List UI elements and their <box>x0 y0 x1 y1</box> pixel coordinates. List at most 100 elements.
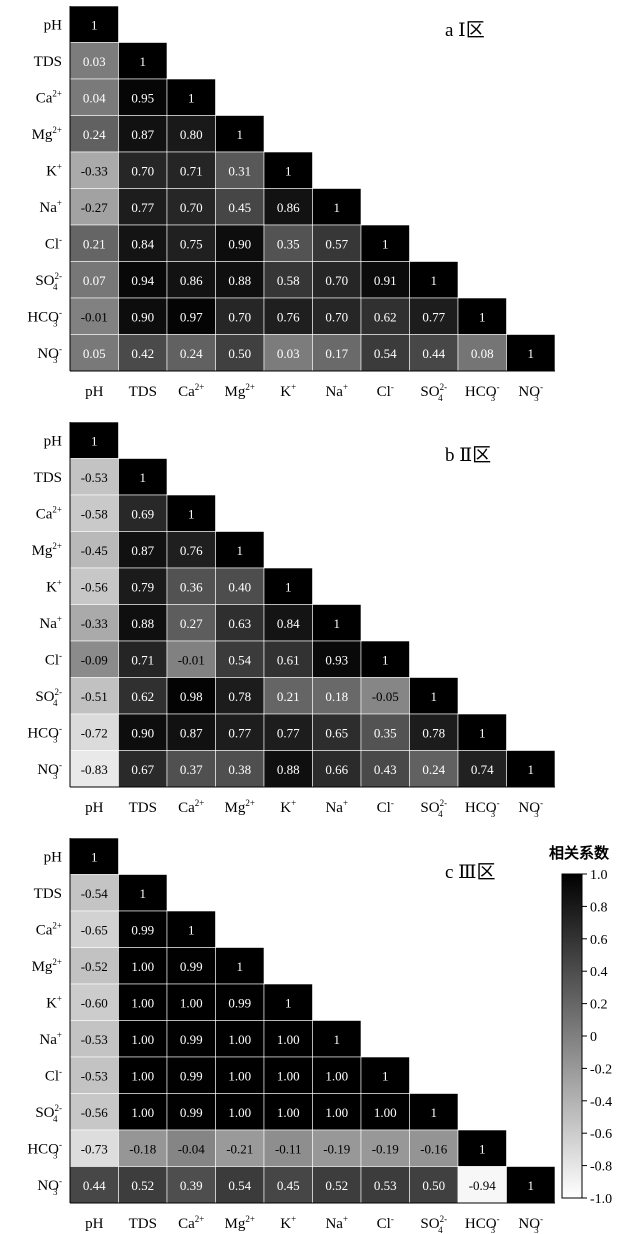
cell-value-label: 0.87 <box>131 543 154 558</box>
x-tick-label: Ca2+ <box>178 798 204 816</box>
cell-value-label: 0.31 <box>228 163 251 178</box>
heatmap-cell <box>312 1166 362 1204</box>
cell-value-label: 1.00 <box>277 1032 300 1047</box>
heatmap-cell <box>69 5 119 43</box>
heatmap-cell <box>263 334 313 372</box>
cell-value-label: 0.70 <box>325 273 348 288</box>
cell-value-label: 1.00 <box>180 995 203 1010</box>
cell-value-label: 1 <box>528 762 535 777</box>
heatmap-cell <box>312 1093 362 1131</box>
heatmap-cell <box>360 713 410 751</box>
x-tick-label: pH <box>85 1216 104 1232</box>
heatmap-cell <box>69 750 119 788</box>
cell-value-label: 0.65 <box>325 725 348 740</box>
cell-value-label: 0.71 <box>131 652 154 667</box>
y-tick-label: SO2-4 <box>35 1103 62 1124</box>
panel-title: b Ⅱ区 <box>445 445 491 466</box>
cell-value-label: 0.91 <box>374 273 397 288</box>
heatmap-cell <box>215 297 265 335</box>
heatmap-cell <box>166 983 216 1021</box>
cell-value-label: 0.03 <box>277 346 300 361</box>
heatmap-cell <box>409 677 459 715</box>
heatmap-cell <box>215 188 265 226</box>
heatmap-cell <box>215 151 265 189</box>
heatmap-cell <box>166 910 216 948</box>
cell-value-label: 1 <box>91 17 98 32</box>
cell-value-label: 0.50 <box>228 346 251 361</box>
cell-value-label: 1 <box>237 543 244 558</box>
heatmap-cell <box>506 750 556 788</box>
x-tick-label: K+ <box>280 382 296 400</box>
x-tick-label: Ca2+ <box>178 1214 204 1232</box>
cell-value-label: 0.38 <box>228 762 251 777</box>
heatmap-cell <box>118 297 168 335</box>
heatmap-cell <box>69 78 119 116</box>
heatmap-cell <box>118 334 168 372</box>
heatmap-cell <box>166 677 216 715</box>
cell-value-label: 0.54 <box>228 652 251 667</box>
y-tick-label: NO-3 <box>37 760 62 781</box>
cell-value-label: 0.86 <box>277 200 300 215</box>
heatmap-cell <box>215 567 265 605</box>
colorbar-tick-label: 0.2 <box>590 998 608 1013</box>
cell-value-label: -0.16 <box>420 1141 448 1156</box>
x-tick-label: HCO-3 <box>465 798 500 819</box>
cell-value-label: -0.54 <box>81 886 109 901</box>
cell-value-label: -0.33 <box>81 163 108 178</box>
heatmap-cell <box>69 604 119 642</box>
x-tick-label: SO2-4 <box>420 382 447 403</box>
heatmap-cell <box>118 1056 168 1094</box>
heatmap-cell <box>69 983 119 1021</box>
cell-value-label: 1 <box>334 200 341 215</box>
cell-value-label: 1.00 <box>131 1032 154 1047</box>
cell-value-label: 0.97 <box>180 309 203 324</box>
heatmap-cell <box>215 1020 265 1058</box>
cell-value-label: 1 <box>285 163 292 178</box>
cell-value-label: 1 <box>479 725 486 740</box>
heatmap-cell <box>215 1093 265 1131</box>
cell-value-label: 0.78 <box>228 689 251 704</box>
x-tick-label: TDS <box>129 1216 157 1232</box>
heatmap-cell <box>69 910 119 948</box>
cell-value-label: -0.33 <box>81 616 108 631</box>
cell-value-label: 1 <box>431 1105 438 1120</box>
heatmap-cell <box>118 1093 168 1131</box>
cell-value-label: 0.75 <box>180 236 203 251</box>
heatmap-cell <box>506 334 556 372</box>
cell-value-label: 1 <box>237 127 244 142</box>
cell-value-label: 0.03 <box>83 54 106 69</box>
heatmap-panel-2: 1 -0.53 1 -0.58 0.69 1 -0.45 0.87 0.76 1 -0.56 0.79… <box>27 421 556 819</box>
cell-value-label: -0.58 <box>81 506 108 521</box>
heatmap-cell <box>409 1166 459 1204</box>
heatmap-cell <box>360 1129 410 1167</box>
heatmap-cell <box>118 910 168 948</box>
cell-value-label: 0.99 <box>180 1032 203 1047</box>
heatmap-cell <box>215 531 265 569</box>
x-tick-label: TDS <box>129 800 157 816</box>
heatmap-cell <box>215 224 265 262</box>
cell-value-label: -0.01 <box>81 309 108 324</box>
cell-value-label: 0.35 <box>374 725 397 740</box>
heatmap-cell <box>166 297 216 335</box>
cell-value-label: 0.77 <box>131 200 154 215</box>
heatmap-cell <box>215 983 265 1021</box>
x-tick-label: Ca2+ <box>178 382 204 400</box>
cell-value-label: 0.52 <box>131 1178 154 1193</box>
cell-value-label: 0.04 <box>83 90 106 105</box>
heatmap-cell <box>409 750 459 788</box>
cell-value-label: 0.45 <box>277 1178 300 1193</box>
y-tick-label: NO-3 <box>37 344 62 365</box>
cell-value-label: 1 <box>91 849 98 864</box>
heatmap-cell <box>409 1093 459 1131</box>
y-tick-label: Ca2+ <box>36 88 62 106</box>
x-tick-label: Cl- <box>377 382 394 400</box>
cell-value-label: 1 <box>188 922 195 937</box>
heatmap-cell <box>69 567 119 605</box>
panel-title: a Ⅰ区 <box>445 20 485 41</box>
x-tick-label: Na+ <box>325 382 348 400</box>
cell-value-label: 0.70 <box>180 200 203 215</box>
x-tick-label: Mg2+ <box>225 798 255 816</box>
cell-value-label: -0.51 <box>81 689 108 704</box>
heatmap-cell <box>312 604 362 642</box>
cell-value-label: 0.88 <box>277 762 300 777</box>
